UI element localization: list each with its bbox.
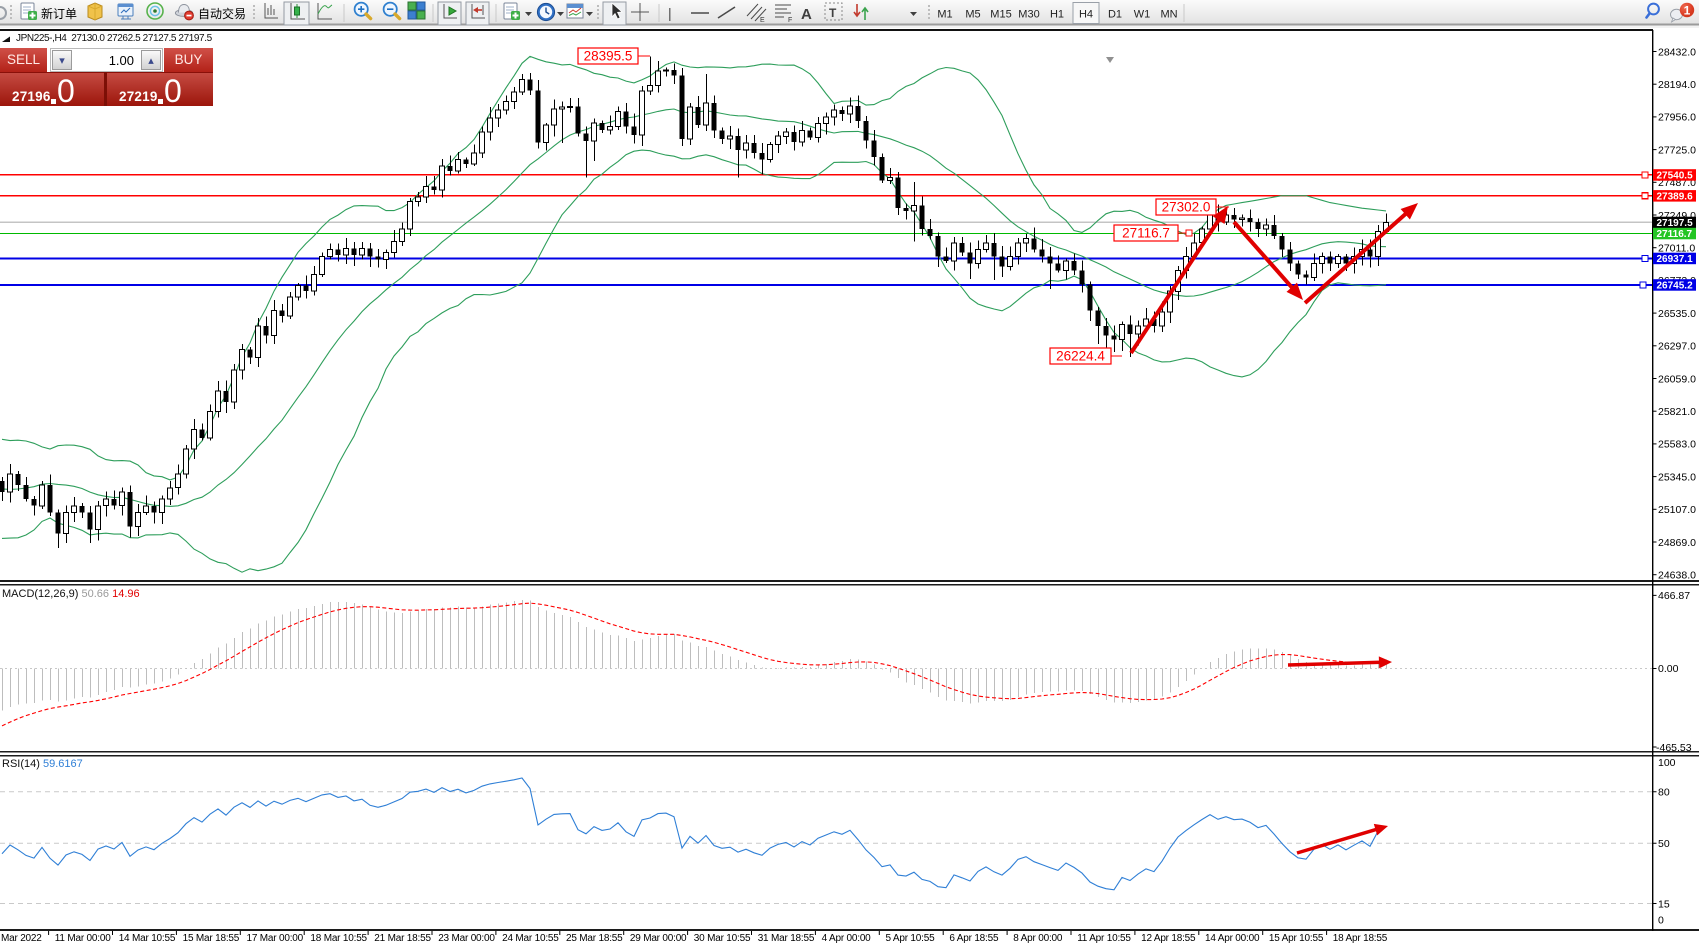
svg-text:8 Apr 00:00: 8 Apr 00:00 [1013,933,1063,944]
svg-text:M30: M30 [1018,9,1039,21]
svg-text:100: 100 [1658,757,1676,769]
svg-text:26297.0: 26297.0 [1658,341,1696,353]
svg-text:21 Mar 18:55: 21 Mar 18:55 [374,933,431,944]
svg-text:17 Mar 00:00: 17 Mar 00:00 [247,933,304,944]
svg-text:4 Apr 00:00: 4 Apr 00:00 [822,933,872,944]
svg-text:26745.2: 26745.2 [1657,281,1694,292]
svg-text:26937.1: 26937.1 [1657,254,1694,265]
svg-text:466.87: 466.87 [1658,590,1690,602]
svg-text:A: A [801,6,812,23]
svg-text:27116.7: 27116.7 [1122,226,1170,241]
svg-text:28395.5: 28395.5 [584,49,633,64]
svg-text:D1: D1 [1108,9,1122,21]
svg-text:29 Mar 00:00: 29 Mar 00:00 [630,933,687,944]
svg-text:30 Mar 10:55: 30 Mar 10:55 [694,933,751,944]
svg-text:26059.0: 26059.0 [1658,373,1696,385]
svg-text:M15: M15 [990,9,1011,21]
svg-text:6 Apr 18:55: 6 Apr 18:55 [949,933,999,944]
svg-text:|: | [668,5,672,21]
svg-text:27302.0: 27302.0 [1162,200,1211,215]
svg-text:5 Apr 10:55: 5 Apr 10:55 [886,933,936,944]
svg-text:28432.0: 28432.0 [1658,46,1696,58]
svg-text:26535.0: 26535.0 [1658,308,1696,320]
svg-text:F: F [788,17,792,24]
svg-text:H4: H4 [1079,9,1093,21]
svg-text:24869.0: 24869.0 [1658,537,1696,549]
svg-text:15 Apr 10:55: 15 Apr 10:55 [1269,933,1324,944]
svg-text:14 Mar 10:55: 14 Mar 10:55 [119,933,176,944]
svg-text:27389.6: 27389.6 [1657,192,1694,203]
svg-text:27116.7: 27116.7 [1657,229,1693,240]
svg-text:27540.5: 27540.5 [1657,171,1694,182]
svg-text:11 Mar 00:00: 11 Mar 00:00 [55,933,111,944]
svg-text:25345.0: 25345.0 [1658,471,1696,483]
svg-text:25 Mar 18:55: 25 Mar 18:55 [566,933,623,944]
svg-text:50: 50 [1658,838,1670,850]
svg-text:28194.0: 28194.0 [1658,79,1696,91]
svg-text:80: 80 [1658,787,1670,799]
svg-text:18 Apr 18:55: 18 Apr 18:55 [1333,933,1388,944]
svg-text:27725.0: 27725.0 [1658,144,1696,156]
svg-text:JPN225-,H4 27130.0 27262.5 27: JPN225-,H4 27130.0 27262.5 27127.5 27197… [16,33,213,44]
svg-text:自动交易: 自动交易 [198,6,246,21]
svg-text:18 Mar 10:55: 18 Mar 10:55 [310,933,367,944]
svg-text:-465.53: -465.53 [1656,742,1692,754]
svg-text:MN: MN [1160,9,1177,21]
svg-text:0: 0 [1658,915,1664,927]
svg-text:24 Mar 10:55: 24 Mar 10:55 [502,933,559,944]
svg-text:31 Mar 18:55: 31 Mar 18:55 [758,933,815,944]
svg-text:T: T [829,6,837,20]
svg-text:MACD(12,26,9) 50.66 14.96: MACD(12,26,9) 50.66 14.96 [2,588,140,600]
svg-text:27956.0: 27956.0 [1658,112,1696,124]
svg-text:15: 15 [1658,898,1670,910]
svg-text:27197.5: 27197.5 [1657,218,1694,229]
svg-text:25821.0: 25821.0 [1658,406,1696,418]
svg-text:12 Apr 18:55: 12 Apr 18:55 [1141,933,1196,944]
svg-text:27011.0: 27011.0 [1658,243,1695,255]
svg-text:1: 1 [1684,4,1691,18]
svg-text:M5: M5 [965,9,980,21]
svg-text:24638.0: 24638.0 [1658,570,1696,582]
svg-text:11 Apr 10:55: 11 Apr 10:55 [1077,933,1131,944]
svg-text:Mar 2022: Mar 2022 [1,933,42,944]
svg-text:25107.0: 25107.0 [1658,504,1696,516]
svg-text:14 Apr 00:00: 14 Apr 00:00 [1205,933,1260,944]
svg-text:26224.4: 26224.4 [1056,349,1105,364]
svg-text:H1: H1 [1050,9,1064,21]
svg-text:23 Mar 00:00: 23 Mar 00:00 [438,933,495,944]
svg-text:RSI(14) 59.6167: RSI(14) 59.6167 [2,758,83,770]
svg-text:25583.0: 25583.0 [1658,439,1696,451]
svg-text:M1: M1 [937,9,952,21]
svg-text:新订单: 新订单 [41,6,77,21]
svg-text:W1: W1 [1134,9,1151,21]
svg-text:E: E [760,17,765,24]
svg-text:15 Mar 18:55: 15 Mar 18:55 [183,933,240,944]
svg-text:0.00: 0.00 [1658,663,1679,675]
